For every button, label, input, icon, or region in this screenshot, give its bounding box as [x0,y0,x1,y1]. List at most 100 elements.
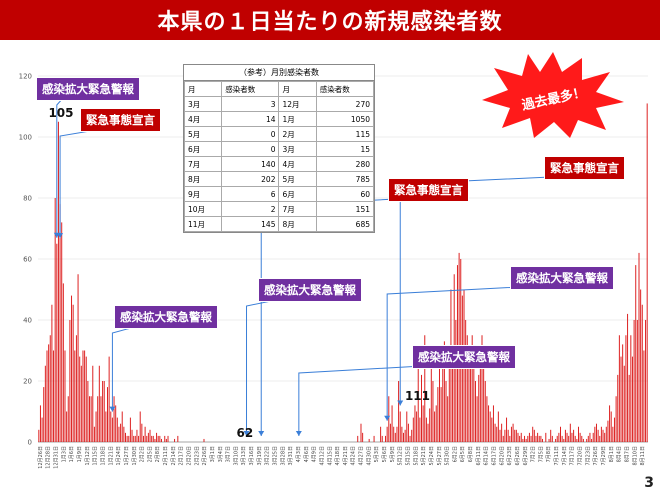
x-tick-label: 6月29日 [523,446,529,466]
bar [587,435,589,442]
bar [141,423,143,442]
x-axis: 12月26日 12月28日 12月31日 1月3日 1月6日 1月9日 1月12日 1月15日… [38,446,646,469]
bar [484,381,486,442]
bar [522,438,524,442]
bar [388,396,390,442]
bar [571,432,573,442]
bar [574,435,576,442]
x-tick-label: 2月2日 [140,446,146,462]
bar [93,426,95,442]
bar [49,335,51,442]
x-tick-label: 4月3日 [296,446,302,462]
x-tick-label: 3月13日 [241,446,247,466]
bar [556,435,558,442]
bar [427,423,429,442]
bar [56,243,58,442]
annotation-label: 感染拡大緊急警報 [510,266,614,290]
annotation-label: 感染拡大緊急警報 [412,345,516,369]
bar [577,426,579,442]
table-cell: 6月 [183,141,223,157]
x-tick-label: 2月17日 [179,446,185,466]
table-cell: 151 [315,201,375,217]
bar [438,365,440,442]
bar [53,350,55,442]
bar [92,365,94,442]
bar [510,426,512,442]
bar [43,387,45,442]
bar [362,432,364,442]
bar [144,426,146,442]
header-cell: 感染者数 [221,81,280,97]
bar [142,435,144,442]
table-cell: 14 [221,111,280,127]
bar [146,435,148,442]
arrow-head [258,431,265,436]
bar [643,350,645,442]
x-tick-label: 2月5日 [147,446,153,462]
x-tick-label: 8月7日 [624,446,630,462]
table-cell: 2 [221,201,280,217]
x-tick-label: 6月11日 [476,446,482,466]
bar [502,435,504,442]
bar [131,429,133,442]
x-tick-label: 3月19日 [257,446,263,466]
x-tick-label: 4月30日 [366,446,372,466]
bar [111,417,113,442]
table-cell: 1050 [315,111,375,127]
peak-value-label: 111 [404,389,431,404]
bar [533,429,535,442]
x-tick-label: 1月30日 [132,446,138,466]
bar [434,411,436,442]
table-row: 5月 0 2月 115 [183,126,375,142]
x-tick-label: 5月27日 [437,446,443,466]
bar [496,426,498,442]
bar [564,429,566,442]
x-tick-label: 4月27日 [359,446,365,466]
x-tick-label: 3月28日 [280,446,286,466]
x-tick-label: 3月22日 [265,446,271,466]
bar [506,417,508,442]
x-tick-label: 5月18日 [413,446,419,466]
table-cell: 685 [315,216,375,232]
x-tick-label: 7月11日 [554,446,560,466]
x-tick-label: 1月3日 [61,446,67,462]
table-header-row: 月 感染者数 月 感染者数 [183,81,375,97]
bar [154,438,156,442]
bar [425,417,427,442]
bar [628,374,630,442]
bar [360,423,362,442]
bar [520,432,522,442]
bar [517,432,519,442]
bar [545,432,547,442]
x-tick-label: 4月9日 [312,446,318,462]
bar [75,335,77,442]
bar [618,335,620,442]
bar [152,435,154,442]
bar [478,374,480,442]
bar [82,350,84,442]
page-number: 3 [644,475,654,491]
bar [612,426,614,442]
bar [550,429,552,442]
bar [610,411,612,442]
bar [389,423,391,442]
bar [486,396,488,442]
bar [607,420,609,442]
bar [54,198,56,442]
bar [128,435,130,442]
bar [420,374,422,442]
bar [473,368,475,442]
bar [501,423,503,442]
bar [437,387,439,442]
x-tick-label: 12月28日 [46,446,52,469]
bar [551,435,553,442]
x-tick-label: 7月23日 [585,446,591,466]
annotation-label: 感染拡大緊急警報 [36,77,140,101]
x-tick-label: 8月4日 [617,446,623,462]
bar [470,356,472,442]
bar [636,320,638,442]
bar [623,365,625,442]
bar [615,396,617,442]
bar [396,426,398,442]
bar [447,396,449,442]
